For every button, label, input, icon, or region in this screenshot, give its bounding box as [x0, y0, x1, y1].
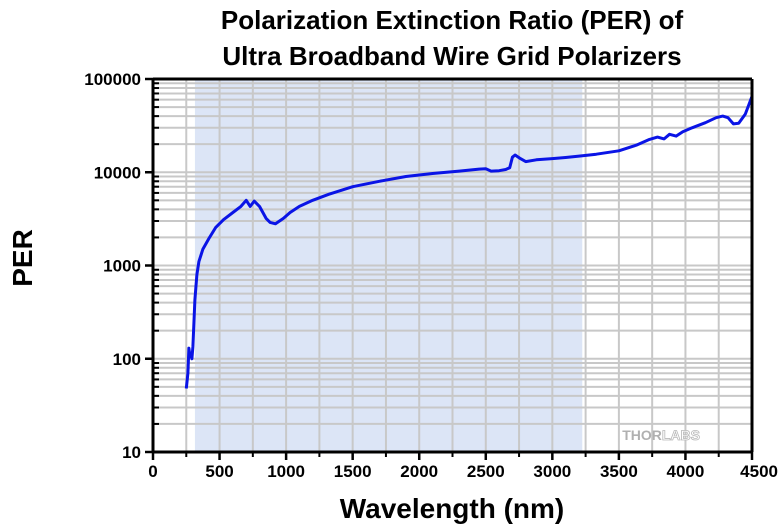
chart-title-line-2: Ultra Broadband Wire Grid Polarizers — [222, 41, 681, 71]
x-axis-label: Wavelength (nm) — [340, 493, 565, 524]
axes-layer — [145, 77, 754, 460]
y-axis-label: PER — [7, 229, 38, 287]
x-tick-label: 3500 — [600, 462, 638, 481]
x-tick-label: 500 — [205, 462, 233, 481]
watermark-text: THORLABS — [622, 427, 700, 443]
y-tick-label: 100000 — [84, 70, 141, 89]
x-tick-label: 2500 — [467, 462, 505, 481]
series-line-per — [184, 95, 754, 389]
x-tick-label: 1000 — [267, 462, 305, 481]
x-tick-label: 3000 — [533, 462, 571, 481]
series-layer — [184, 95, 754, 389]
tick-labels: 0 500 1000 1500 2000 2500 3000 3500 4000 4500 10 10… — [84, 70, 778, 481]
x-tick-label: 4000 — [667, 462, 705, 481]
x-tick-label: 4500 — [740, 462, 778, 481]
y-tick-label: 1000 — [103, 257, 141, 276]
y-tick-label: 100 — [113, 350, 141, 369]
thorlabs-watermark: THORLABS — [622, 427, 700, 444]
watermark-part2: LABS — [662, 427, 700, 443]
x-tick-label: 2000 — [400, 462, 438, 481]
chart-title-line-1: Polarization Extinction Ratio (PER) of — [221, 5, 684, 35]
y-tick-label: 10 — [122, 443, 141, 462]
x-tick-label: 0 — [148, 462, 157, 481]
grid-layer — [153, 79, 752, 452]
y-tick-label: 10000 — [94, 163, 141, 182]
x-tick-label: 1500 — [334, 462, 372, 481]
watermark-part1: THOR — [622, 427, 662, 443]
